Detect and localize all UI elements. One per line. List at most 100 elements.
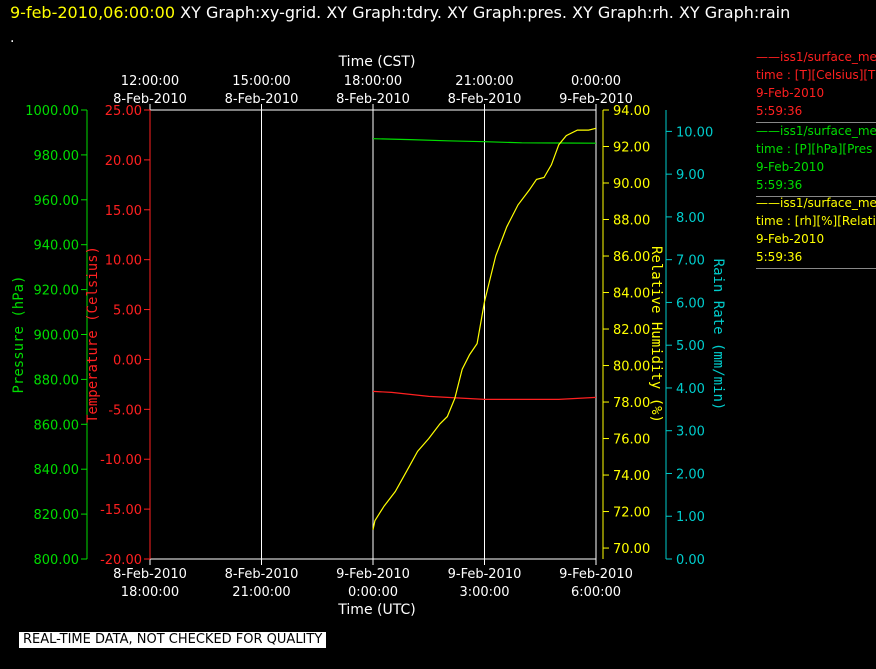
rh-tick-label: 80.00 [613, 360, 650, 375]
bottom-tick-label-date: 9-Feb-2010 [559, 567, 633, 582]
top-tick-label-date: 9-Feb-2010 [559, 92, 633, 107]
legend-time: 5:59:36 [756, 178, 803, 192]
rh-tick-label: 70.00 [613, 542, 650, 557]
legend-date: 9-Feb-2010 [756, 232, 825, 246]
quality-warning: REAL-TIME DATA, NOT CHECKED FOR QUALITY [19, 632, 327, 648]
title-dot: . [10, 30, 15, 46]
bottom-tick-label-date: 9-Feb-2010 [336, 567, 410, 582]
pressure-axis-title: Pressure (hPa) [11, 275, 27, 393]
tab-xy-grid[interactable]: XY Graph:xy-grid. [180, 3, 322, 22]
legend-unit: time : [P][hPa][Pres [756, 142, 873, 156]
rh-tick-label: 88.00 [613, 214, 650, 229]
legend-unit: time : [T][Celsius][T [756, 68, 876, 82]
temperature-tick-label: 15.00 [105, 204, 142, 219]
rh-tick-label: 86.00 [613, 250, 650, 265]
bottom-tick-label-time: 3:00:00 [459, 585, 509, 600]
pressure-tick-label: 800.00 [34, 553, 80, 568]
bottom-tick-label-time: 0:00:00 [348, 585, 398, 600]
rain-tick-label: 3.00 [676, 425, 705, 440]
top-tick-label-date: 8-Feb-2010 [336, 92, 410, 107]
legend-rh[interactable]: ——iss1/surface_met time : [rh][%][Relati… [756, 194, 876, 269]
rh-tick-label: 76.00 [613, 433, 650, 448]
legend-time: 5:59:36 [756, 104, 803, 118]
top-tick-label-time: 12:00:00 [121, 74, 179, 89]
pressure-tick-label: 820.00 [34, 508, 80, 523]
bottom-tick-label-time: 18:00:00 [121, 585, 179, 600]
temperature-tick-label: -10.00 [100, 453, 142, 468]
legend-pressure[interactable]: ——iss1/surface_met time : [P][hPa][Pres … [756, 122, 876, 197]
rh-tick-label: 92.00 [613, 141, 650, 156]
temperature-tick-label: 10.00 [105, 254, 142, 269]
series-temperature-line [372, 390, 597, 400]
temperature-tick-label: -15.00 [100, 503, 142, 518]
top-tick-label-date: 8-Feb-2010 [448, 92, 522, 107]
temperature-axis-title: Temperature (Celsius) [85, 246, 101, 423]
top-tick-label-time: 21:00:00 [455, 74, 513, 89]
legend-divider [756, 122, 876, 123]
top-axis-title: Time (CST) [338, 54, 416, 70]
pressure-tick-label: 840.00 [34, 463, 80, 478]
bottom-tick-label-date: 8-Feb-2010 [225, 567, 299, 582]
bottom-tick-label-date: 9-Feb-2010 [448, 567, 522, 582]
rain-axis-title: Rain Rate (mm/min) [710, 259, 726, 411]
legend-line: ——iss1/surface_met [756, 124, 876, 138]
temperature-tick-label: -20.00 [100, 553, 142, 568]
pressure-tick-label: 900.00 [34, 329, 80, 344]
bottom-tick-label-time: 21:00:00 [232, 585, 290, 600]
rh-tick-label: 82.00 [613, 323, 650, 338]
rh-tick-label: 84.00 [613, 287, 650, 302]
top-tick-label-date: 8-Feb-2010 [225, 92, 299, 107]
rh-tick-label: 78.00 [613, 396, 650, 411]
temperature-tick-label: 25.00 [105, 104, 142, 119]
rh-tick-label: 74.00 [613, 469, 650, 484]
bottom-axis-title: Time (UTC) [337, 602, 415, 618]
legend-unit: time : [rh][%][Relati [756, 214, 876, 228]
pressure-tick-label: 880.00 [34, 373, 80, 388]
tab-rh[interactable]: XY Graph:rh. [572, 3, 674, 22]
top-tick-label-date: 8-Feb-2010 [113, 92, 187, 107]
pressure-tick-label: 960.00 [34, 194, 80, 209]
legend-divider [756, 196, 876, 197]
legend-line: ——iss1/surface_met [756, 50, 876, 64]
pressure-tick-label: 980.00 [34, 149, 80, 164]
temperature-tick-label: 0.00 [113, 353, 142, 368]
bottom-tick-label-time: 6:00:00 [571, 585, 621, 600]
rain-tick-label: 5.00 [676, 339, 705, 354]
rain-tick-label: 4.00 [676, 382, 705, 397]
rain-tick-label: 10.00 [676, 125, 713, 140]
bottom-tick-label-date: 8-Feb-2010 [113, 567, 187, 582]
rh-tick-label: 94.00 [613, 104, 650, 119]
pressure-tick-label: 940.00 [34, 239, 80, 254]
top-tick-label-time: 18:00:00 [344, 74, 402, 89]
series-pressure-line [372, 138, 597, 144]
legend-time: 5:59:36 [756, 250, 803, 264]
pressure-tick-label: 860.00 [34, 418, 80, 433]
top-tick-label-time: 0:00:00 [571, 74, 621, 89]
temperature-tick-label: 20.00 [105, 154, 142, 169]
legend-line: ——iss1/surface_met [756, 196, 876, 210]
rain-tick-label: 7.00 [676, 254, 705, 269]
pressure-tick-label: 1000.00 [25, 104, 79, 119]
series-rh-line [372, 127, 597, 530]
rain-tick-label: 2.00 [676, 467, 705, 482]
legend-date: 9-Feb-2010 [756, 160, 825, 174]
rh-tick-label: 90.00 [613, 177, 650, 192]
tab-rain[interactable]: XY Graph:rain [678, 3, 791, 22]
rain-tick-label: 0.00 [676, 553, 705, 568]
tab-pres[interactable]: XY Graph:pres. [447, 3, 567, 22]
tab-tdry[interactable]: XY Graph:tdry. [326, 3, 442, 22]
pressure-tick-label: 920.00 [34, 284, 80, 299]
rain-tick-label: 9.00 [676, 168, 705, 183]
rain-tick-label: 8.00 [676, 211, 705, 226]
legend-divider [756, 268, 876, 269]
rain-tick-label: 6.00 [676, 296, 705, 311]
rh-axis-title: Relative Humidity (%) [648, 246, 664, 423]
timestamp: 9-feb-2010,06:00:00 [10, 3, 176, 22]
legend-temperature[interactable]: ——iss1/surface_met time : [T][Celsius][T… [756, 48, 876, 123]
rain-tick-label: 1.00 [676, 510, 705, 525]
title-bar: 9-feb-2010,06:00:00 XY Graph:xy-grid. XY… [10, 3, 790, 22]
rh-tick-label: 72.00 [613, 506, 650, 521]
temperature-tick-label: 5.00 [113, 304, 142, 319]
temperature-tick-label: -5.00 [108, 403, 142, 418]
